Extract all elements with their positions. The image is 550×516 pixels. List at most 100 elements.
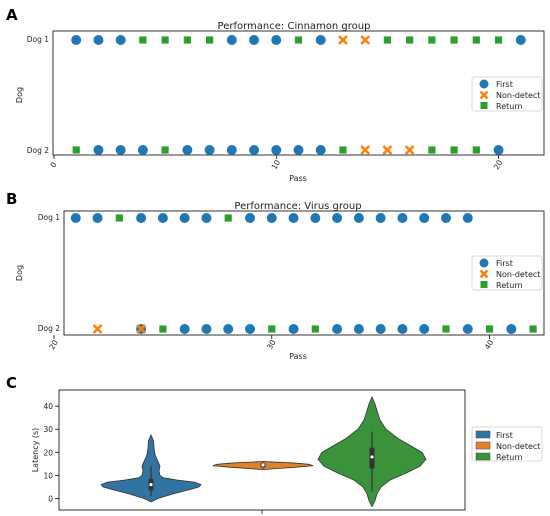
panel-b-point-first-dog1 — [136, 213, 147, 223]
panel-b-xtick-label: 20 — [47, 338, 60, 351]
panel-a-point-return-dog1 — [406, 36, 414, 44]
panel-a-point-first-dog2 — [137, 145, 148, 155]
panel-a-point-return-dog1 — [139, 36, 147, 44]
panel-b-point-first-dog1 — [92, 213, 103, 223]
panel-b-point-first-dog2 — [353, 324, 364, 334]
panel-b-point-return-dog2 — [442, 325, 450, 333]
panel-b-point-first-dog2 — [201, 324, 212, 334]
legend-b-first-marker — [479, 258, 489, 268]
panel-a-point-return-dog1 — [494, 36, 503, 44]
panel-b-point-first-dog1 — [462, 213, 473, 223]
panel-a-point-non-detect-dog1 — [338, 35, 348, 45]
panel-a-point-first-dog2 — [115, 145, 126, 155]
panel-a-point-return-dog1 — [450, 36, 458, 44]
legend-c-nondetect: Non-detect — [496, 442, 540, 451]
panel-b-point-first-dog2 — [397, 324, 408, 334]
panel-a-point-first-dog1 — [315, 35, 326, 45]
panel-b-point-first-dog1 — [397, 213, 408, 223]
legend-a-first-marker — [479, 79, 489, 89]
panel-a-point-first-dog2 — [226, 145, 237, 155]
panel-a-xlabel: Pass — [289, 174, 307, 183]
panel-b-point-first-dog1 — [288, 213, 299, 223]
panel-a-point-return-dog1 — [183, 36, 191, 44]
legend-a-return-marker — [480, 102, 488, 109]
panel-letter-c: C — [6, 374, 17, 392]
panel-b-legend: First Non-detect Return — [471, 255, 543, 291]
panel-a-ytick-dog2: Dog 2 — [27, 146, 50, 155]
panel-c-ylabel: Latency (s) — [31, 428, 40, 473]
legend-c-return-swatch — [475, 452, 491, 461]
panel-a-point-first-dog1 — [93, 35, 104, 45]
panel-a-point-first-dog2 — [182, 145, 193, 155]
panel-b-point-return-dog1 — [115, 214, 123, 222]
violin-return-median — [370, 455, 374, 459]
panel-a-ytick-dog1: Dog 1 — [27, 35, 50, 44]
panel-c: Latency (s) 0 10 20 30 40 First Non-detect R… — [31, 389, 543, 514]
panel-a-legend: First Non-detect Return — [471, 76, 543, 112]
legend-b-return-marker — [480, 281, 488, 288]
panel-b-point-first-dog1 — [245, 213, 255, 223]
panel-c-ytick-label: 40 — [43, 402, 53, 411]
panel-a-point-return-dog2 — [472, 146, 480, 154]
panel-a-point-first-dog2 — [293, 145, 304, 155]
panel-a-axes — [52, 30, 545, 156]
legend-c-return: Return — [496, 453, 523, 462]
panel-b-xticks: 20 30 40 — [47, 335, 496, 351]
panel-a-point-return-dog1 — [428, 36, 436, 44]
panel-a-marks — [71, 35, 526, 155]
panel-a-point-return-dog1 — [472, 36, 480, 44]
panel-a-point-first-dog2 — [204, 145, 215, 155]
panel-a-point-return-dog2 — [428, 146, 436, 154]
panel-b-point-return-dog2 — [529, 325, 537, 333]
panel-b-point-first-dog1 — [441, 213, 451, 223]
panel-a-point-return-dog1 — [383, 36, 392, 44]
panel-a-point-first-dog2 — [315, 145, 326, 155]
panel-c-ytick-label: 10 — [43, 471, 53, 480]
panel-a-xtick-label: 20 — [492, 158, 505, 171]
legend-b-nondetect: Non-detect — [496, 270, 540, 279]
panel-c-legend: First Non-detect Return — [471, 426, 543, 462]
legend-c-first: First — [496, 431, 513, 440]
panel-b-point-non-detect-dog2 — [136, 324, 147, 334]
panel-b-point-first-dog1 — [179, 213, 190, 223]
panel-c-ytick-label: 20 — [43, 448, 53, 457]
panel-c-violins — [100, 395, 427, 508]
panel-a-point-first-dog2 — [493, 145, 504, 155]
legend-a-return: Return — [496, 102, 523, 111]
legend-c-nondetect-swatch — [475, 441, 491, 450]
legend-a-first: First — [496, 80, 513, 89]
panel-a-point-first-dog2 — [93, 145, 104, 155]
panel-a-xtick-label: 0 — [48, 160, 58, 169]
panel-b-point-first-dog1 — [419, 213, 430, 223]
panel-a-point-non-detect-dog2 — [382, 145, 393, 155]
panel-b-point-first-dog1 — [353, 213, 364, 223]
panel-a-point-first-dog2 — [271, 145, 282, 155]
legend-a-nondetect: Non-detect — [496, 91, 540, 100]
panel-b-point-first-dog2 — [332, 324, 343, 334]
panel-b-point-first-dog1 — [201, 213, 212, 223]
panel-a-point-first-dog1 — [115, 35, 126, 45]
panel-b-point-first-dog2 — [462, 324, 473, 334]
panel-b: Performance: Virus group Dog 1 Dog 2 Dog… — [15, 201, 545, 361]
panel-b-point-return-dog2 — [159, 325, 167, 333]
panel-b-point-non-detect-dog2 — [92, 324, 103, 334]
panel-b-point-first-dog1 — [310, 213, 321, 223]
panel-b-point-first-dog2 — [245, 324, 255, 334]
panel-b-point-first-dog2 — [419, 324, 430, 334]
panel-a-point-return-dog2 — [161, 146, 169, 154]
panel-a-point-non-detect-dog2 — [360, 145, 371, 155]
panel-b-point-return-dog2 — [485, 325, 494, 333]
panel-a-point-non-detect-dog2 — [404, 145, 415, 155]
panel-a-point-non-detect-dog1 — [360, 35, 371, 45]
panel-b-title: Performance: Virus group — [234, 201, 361, 212]
panel-b-point-return-dog2 — [311, 325, 319, 333]
panel-b-point-first-dog2 — [288, 324, 299, 334]
panel-a-title: Performance: Cinnamon group — [218, 21, 371, 32]
panel-b-xtick-label: 40 — [483, 338, 496, 351]
panel-a-point-first-dog1 — [515, 35, 526, 45]
panel-b-point-first-dog1 — [332, 213, 343, 223]
violin-first-median — [149, 483, 153, 487]
panel-b-point-first-dog2 — [375, 324, 386, 334]
legend-b-nondetect-marker — [479, 269, 489, 279]
panel-a-point-first-dog1 — [271, 35, 282, 45]
